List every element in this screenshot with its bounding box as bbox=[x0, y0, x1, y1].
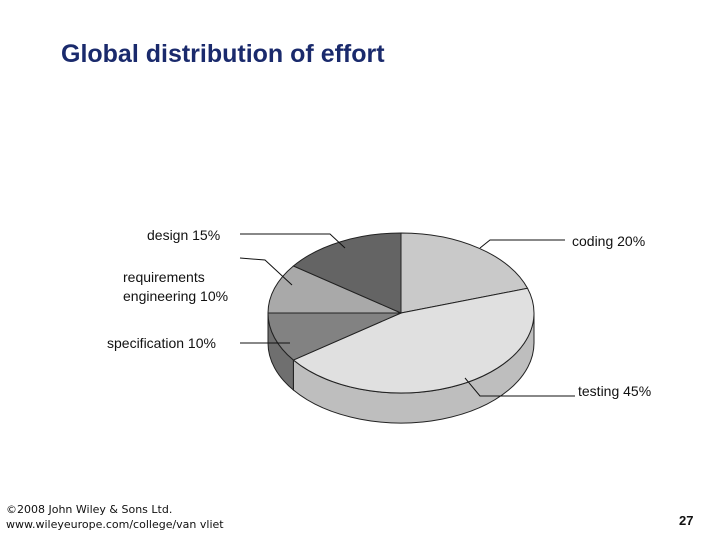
page-number: 27 bbox=[679, 513, 694, 528]
leader-line bbox=[239, 257, 293, 286]
pie-slice bbox=[267, 265, 402, 314]
slice-label: design 15% bbox=[147, 227, 221, 243]
slice-label: testing 45% bbox=[578, 383, 652, 399]
leader-line bbox=[464, 377, 575, 397]
pie-slice bbox=[267, 312, 402, 361]
slice-label: requirements engineering 10% bbox=[123, 269, 229, 304]
pie-slice bbox=[400, 232, 529, 314]
leader-line bbox=[479, 239, 565, 249]
slide-title: Global distribution of effort bbox=[61, 40, 385, 68]
slice-label: coding 20% bbox=[572, 233, 646, 249]
footer-url: www.wileyeurope.com/college/van vliet bbox=[6, 518, 224, 531]
slice-label: specification 10% bbox=[107, 335, 216, 351]
pie-slice bbox=[292, 232, 402, 314]
leader-line bbox=[240, 233, 346, 249]
footer: ©2008 John Wiley & Sons Ltd. www.wileyeu… bbox=[6, 502, 224, 532]
copyright: ©2008 John Wiley & Sons Ltd. bbox=[6, 503, 173, 516]
pie-slice bbox=[292, 287, 535, 394]
